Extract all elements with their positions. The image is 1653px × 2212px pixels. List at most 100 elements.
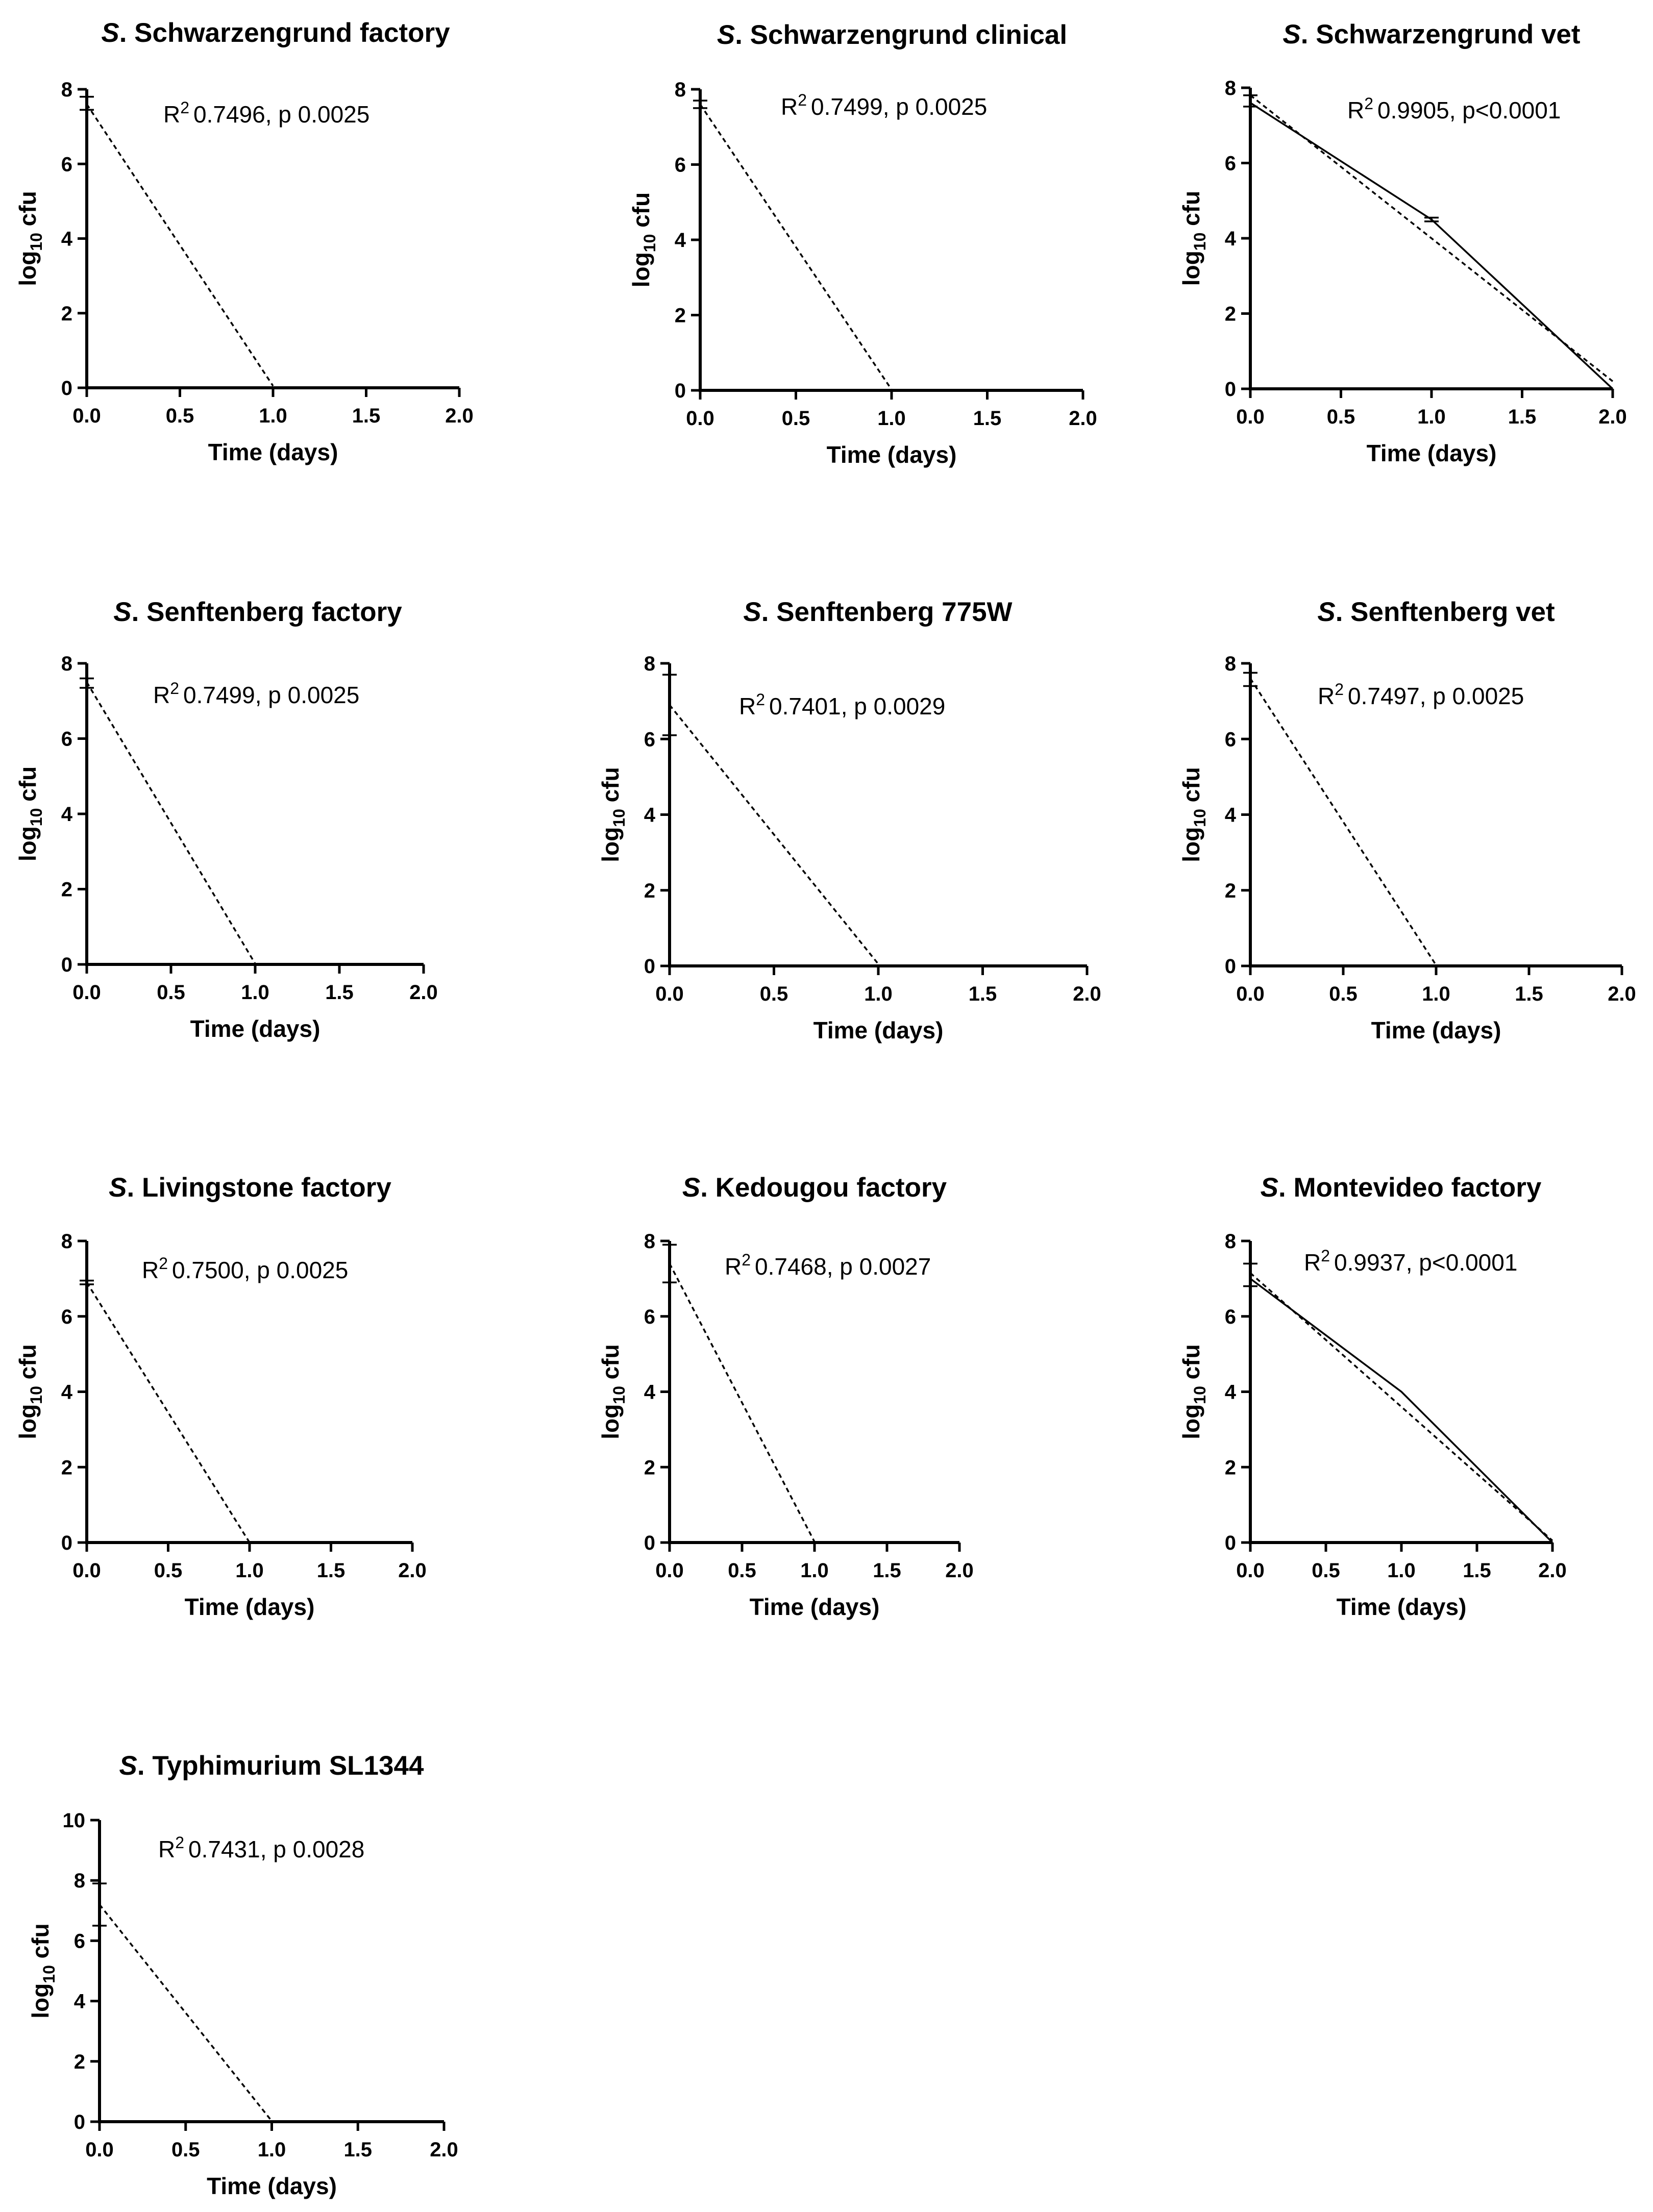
fit-stats: 0.7468, p 0.0027 <box>755 1253 931 1280</box>
title-genus: S <box>1317 597 1335 627</box>
y-tick-label: 2 <box>644 1456 655 1479</box>
r-superscript: 2 <box>742 1251 751 1269</box>
chart-panel: S. Kedougou factory 0.0 0.5 1.0 1.5 2.0 0 2 4 6 8 T… <box>597 1173 974 1620</box>
x-tick-label: 1.5 <box>325 981 354 1004</box>
y-label-unit: cfu <box>597 1344 624 1386</box>
y-tick-label: 2 <box>61 879 72 901</box>
x-tick-label: 0.0 <box>72 1559 101 1582</box>
y-tick-label: 4 <box>675 229 686 252</box>
y-label-unit: cfu <box>14 191 41 233</box>
y-tick-label: 6 <box>1225 1306 1236 1328</box>
y-label-subscript: 10 <box>1191 809 1209 827</box>
y-tick-label: 8 <box>61 79 72 101</box>
x-tick-label: 0.0 <box>85 2139 114 2161</box>
y-tick-label: 4 <box>1225 1381 1237 1404</box>
chart-title: S. Montevideo factory <box>1261 1173 1542 1203</box>
chart-title: S. Senftenberg factory <box>113 597 402 627</box>
fit-stats: 0.7431, p 0.0028 <box>188 1836 364 1862</box>
r-superscript: 2 <box>1321 1247 1330 1265</box>
chart-title: S. Senftenberg 775W <box>743 597 1012 627</box>
y-label-log: log <box>14 251 41 286</box>
chart-panel: S. Senftenberg factory 0.0 0.5 1.0 1.5 2.0 0 2 4… <box>14 597 438 1042</box>
x-tick-label: 0.0 <box>655 983 684 1005</box>
title-genus: S <box>682 1173 700 1203</box>
x-tick-label: 0.0 <box>1236 1559 1265 1582</box>
x-tick-label: 1.0 <box>258 2139 286 2161</box>
y-label-subscript: 10 <box>27 808 45 827</box>
title-genus: S <box>1261 1173 1278 1203</box>
fit-annotation: R2 0.7496, p 0.0025 <box>163 98 369 128</box>
x-tick-label: 0.5 <box>1327 406 1355 428</box>
y-tick-label: 4 <box>1225 804 1237 827</box>
x-tick-label: 0.0 <box>1236 406 1265 428</box>
x-axis-label: Time (days) <box>185 1594 315 1620</box>
x-tick-label: 0.5 <box>728 1559 756 1582</box>
x-tick-label: 2.0 <box>409 981 438 1004</box>
y-label-log: log <box>1178 827 1204 862</box>
x-tick-label: 1.0 <box>235 1559 264 1582</box>
x-axis-label: Time (days) <box>813 1017 944 1043</box>
y-label-unit: cfu <box>1178 767 1204 809</box>
x-axis-label: Time (days) <box>208 439 338 465</box>
y-tick-label: 8 <box>644 653 655 675</box>
title-genus: S <box>109 1173 127 1203</box>
y-axis-label: log10 cfu <box>597 767 628 862</box>
y-tick-label: 2 <box>61 1456 72 1479</box>
y-label-log: log <box>597 1404 624 1439</box>
error-bar <box>1243 672 1257 687</box>
y-axis-label: log10 cfu <box>14 191 45 286</box>
x-tick-label: 2.0 <box>1608 983 1636 1005</box>
y-axis-label: log10 cfu <box>14 1344 45 1439</box>
x-axis-label: Time (days) <box>1337 1594 1467 1620</box>
x-tick-label: 0.5 <box>157 981 185 1004</box>
y-label-log: log <box>1178 251 1204 286</box>
chart-title: S. Livingstone factory <box>109 1173 391 1203</box>
x-tick-label: 1.0 <box>1422 983 1450 1005</box>
r-superscript: 2 <box>1335 680 1344 699</box>
title-text: . Schwarzengrund factory <box>119 18 450 48</box>
y-tick-label: 6 <box>1225 728 1236 751</box>
chart-title: S. Schwarzengrund vet <box>1282 19 1580 49</box>
r-superscript: 2 <box>170 679 179 698</box>
x-tick-label: 0.5 <box>166 405 194 427</box>
chart-title: S. Kedougou factory <box>682 1173 947 1203</box>
r-symbol: R <box>1318 683 1335 709</box>
y-tick-label: 8 <box>61 1230 72 1253</box>
y-tick-label: 0 <box>644 955 655 978</box>
y-tick-label: 2 <box>1225 303 1236 326</box>
chart-panel: S. Schwarzengrund vet 0.0 0.5 1.0 1.5 2.0 0 2 4 6… <box>1178 19 1627 466</box>
x-axis-label: Time (days) <box>827 441 957 468</box>
r-symbol: R <box>1304 1249 1321 1276</box>
regression-line <box>86 681 256 964</box>
x-tick-label: 2.0 <box>445 405 474 427</box>
fit-annotation: R2 0.7431, p 0.0028 <box>158 1833 364 1862</box>
x-tick-label: 2.0 <box>945 1559 974 1582</box>
y-tick-label: 10 <box>63 1809 86 1832</box>
r-symbol: R <box>158 1836 175 1862</box>
y-tick-label: 2 <box>1225 880 1236 902</box>
x-tick-label: 1.5 <box>1463 1559 1491 1582</box>
x-tick-label: 1.0 <box>1387 1559 1416 1582</box>
r-superscript: 2 <box>180 98 189 117</box>
x-tick-label: 0.0 <box>686 407 714 430</box>
x-tick-label: 1.5 <box>973 407 1002 430</box>
y-tick-label: 2 <box>644 880 655 902</box>
r-superscript: 2 <box>798 91 807 109</box>
x-axis-label: Time (days) <box>750 1594 880 1620</box>
y-label-unit: cfu <box>27 1923 54 1965</box>
x-tick-label: 0.5 <box>760 983 788 1005</box>
y-tick-label: 8 <box>74 1870 85 1892</box>
regression-line <box>1249 94 1614 382</box>
title-genus: S <box>113 597 131 627</box>
error-bar <box>92 1882 107 1927</box>
x-tick-label: 0.0 <box>655 1559 684 1582</box>
x-tick-label: 0.0 <box>72 405 101 427</box>
error-bar <box>662 674 677 736</box>
r-symbol: R <box>163 101 180 128</box>
x-tick-label: 1.0 <box>800 1559 829 1582</box>
y-tick-label: 4 <box>74 1991 86 2013</box>
y-label-log: log <box>27 1983 54 2019</box>
title-text: . Livingstone factory <box>127 1173 392 1203</box>
fit-stats: 0.7497, p 0.0025 <box>1348 683 1524 709</box>
y-tick-label: 6 <box>644 728 655 751</box>
